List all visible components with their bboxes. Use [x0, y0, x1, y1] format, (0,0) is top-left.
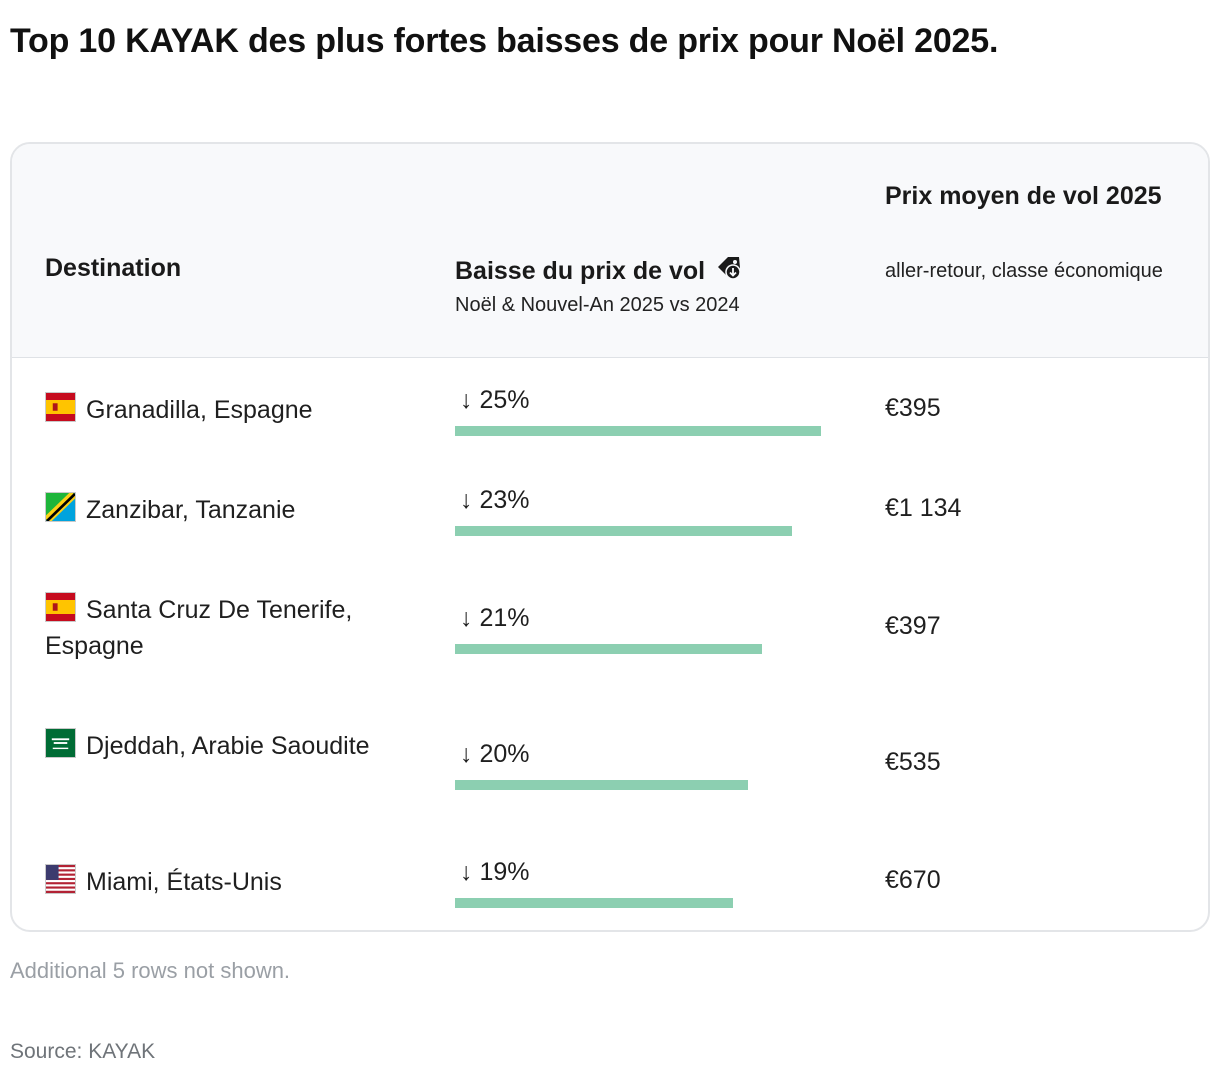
drop-label: ↓ 23%: [460, 486, 530, 514]
destination-cell: Miami, États-Unis: [45, 864, 405, 900]
destination-cell: Djeddah, Arabie Saoudite: [45, 728, 405, 764]
drop-bar: [455, 780, 748, 790]
destination-cell: Granadilla, Espagne: [45, 392, 405, 428]
destination-name: Santa Cruz De Tenerife, Espagne: [45, 596, 353, 660]
price-cell: €395: [885, 394, 941, 422]
rows-hidden-note: Additional 5 rows not shown.: [10, 958, 291, 983]
saudi-arabia-flag-icon: [45, 728, 76, 758]
drop-bar: [455, 644, 763, 654]
destination-cell: Zanzibar, Tanzanie: [45, 492, 405, 528]
price-cell: €535: [885, 748, 941, 776]
header-price: Prix moyen de vol 2025: [885, 182, 1162, 210]
drop-label: ↓ 21%: [460, 604, 530, 632]
drop-bar: [455, 426, 821, 436]
price-cell: €397: [885, 612, 941, 640]
spain-flag-icon: [45, 592, 76, 622]
header-drop: Baisse du prix de vol: [455, 254, 743, 289]
price-tag-down-icon: [715, 254, 743, 289]
drop-bar: [455, 526, 792, 536]
drop-bar: [455, 898, 734, 908]
drop-label: ↓ 19%: [460, 858, 530, 886]
destination-name: Miami, États-Unis: [86, 868, 282, 896]
destination-cell: Santa Cruz De Tenerife, Espagne: [45, 592, 405, 664]
spain-flag-icon: [45, 392, 76, 422]
header-destination: Destination: [45, 254, 182, 282]
drop-label: ↓ 20%: [460, 740, 530, 768]
price-drop-table: Destination Baisse du prix de vol Noël &…: [10, 142, 1210, 932]
usa-flag-icon: [45, 864, 76, 894]
header-price-subtitle: aller-retour, classe économique: [885, 260, 1163, 282]
destination-name: Zanzibar, Tanzanie: [86, 496, 296, 524]
price-cell: €1 134: [885, 494, 962, 522]
header-drop-label: Baisse du prix de vol: [455, 257, 706, 285]
price-cell: €670: [885, 866, 941, 894]
tanzania-flag-icon: [45, 492, 76, 522]
destination-name: Djeddah, Arabie Saoudite: [86, 732, 370, 760]
destination-name: Granadilla, Espagne: [86, 396, 313, 424]
source-note: Source: KAYAK: [10, 1040, 156, 1063]
drop-label: ↓ 25%: [460, 386, 530, 414]
page-title: Top 10 KAYAK des plus fortes baisses de …: [10, 22, 999, 60]
header-drop-subtitle: Noël & Nouvel-An 2025 vs 2024: [455, 294, 740, 316]
table-header: Destination Baisse du prix de vol Noël &…: [12, 144, 1208, 358]
